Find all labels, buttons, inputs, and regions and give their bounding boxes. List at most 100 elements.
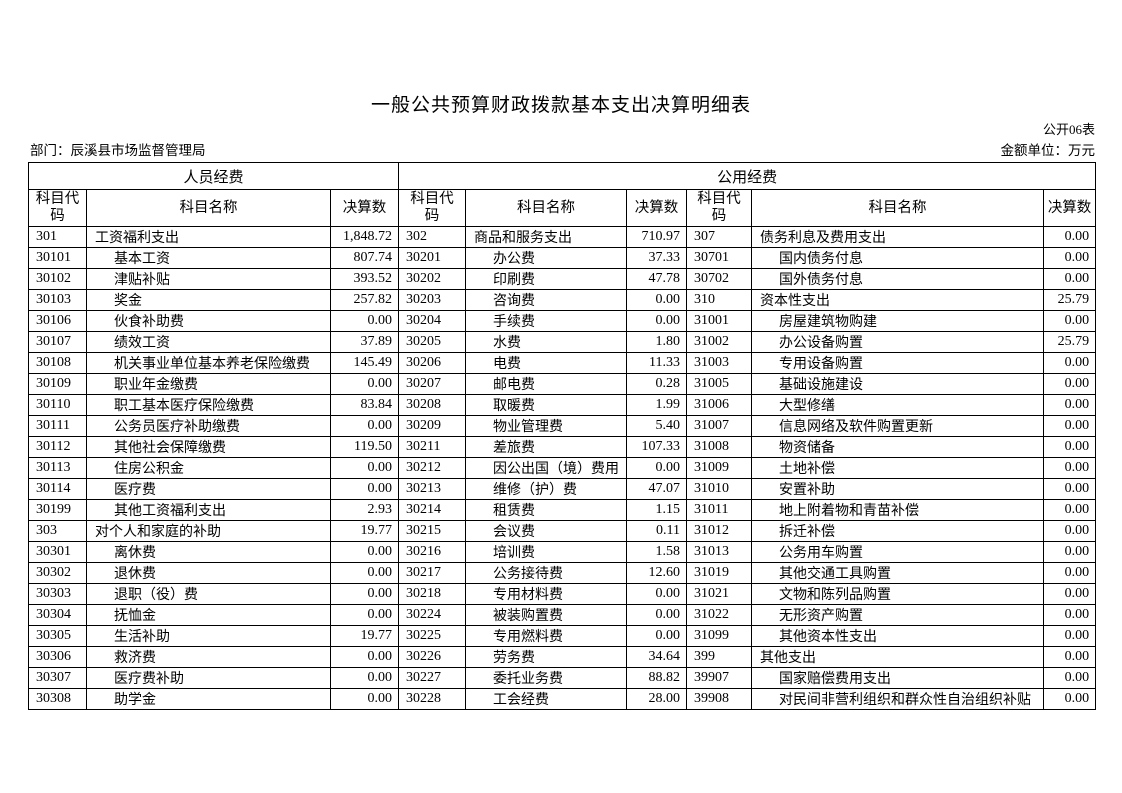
amount-cell: 393.52 [329,268,400,290]
subject-code-cell: 30308 [28,688,87,710]
subject-code-cell: 30228 [398,688,467,710]
subject-name-cell: 生活补助 [86,625,331,647]
table-row: 30113 住房公积金 0.00 30212 因公出国（境）费用 0.00 31009 土地补… [28,457,1097,479]
subject-code-cell: 30203 [398,289,467,311]
subject-name-cell: 基础设施建设 [751,373,1045,395]
subject-name-cell: 无形资产购置 [751,604,1045,626]
table-row: 30107 绩效工资 37.89 30205 水费 1.80 31002 办公设备购置 25.7… [28,331,1097,353]
subject-name-cell: 水费 [465,331,628,353]
subject-name-cell: 职工基本医疗保险缴费 [86,394,331,416]
amount-cell: 28.00 [626,688,688,710]
amount-cell: 0.00 [1043,583,1097,605]
amount-cell: 0.00 [329,310,400,332]
subject-code-cell: 302 [398,226,467,248]
subject-name-cell: 商品和服务支出 [465,226,628,248]
subject-name-cell: 信息网络及软件购置更新 [751,415,1045,437]
amount-cell: 257.82 [329,289,400,311]
subject-code-cell: 310 [686,289,753,311]
subject-code-cell: 30212 [398,457,467,479]
subject-name-cell: 物资储备 [751,436,1045,458]
subject-code-cell: 30305 [28,625,87,647]
subject-code-cell: 30215 [398,520,467,542]
subject-name-cell: 取暖费 [465,394,628,416]
budget-table: 人员经费 公用经费 科目代码 科目名称 决算数 科目代码 科目名称 决算数 科目… [27,162,1097,710]
amount-cell: 0.00 [626,310,688,332]
subject-name-cell: 专用燃料费 [465,625,628,647]
subject-name-cell: 资本性支出 [751,289,1045,311]
subject-code-cell: 31021 [686,583,753,605]
amount-cell: 0.00 [329,541,400,563]
amount-cell: 1.80 [626,331,688,353]
col-header-name-1: 科目名称 [86,189,331,227]
subject-code-cell: 31010 [686,478,753,500]
subject-code-cell: 31099 [686,625,753,647]
subject-code-cell: 30208 [398,394,467,416]
subject-code-cell: 30702 [686,268,753,290]
subject-name-cell: 抚恤金 [86,604,331,626]
subject-name-cell: 退职（役）费 [86,583,331,605]
col-header-code-2: 科目代码 [398,189,467,227]
table-row: 30199 其他工资福利支出 2.93 30214 租赁费 1.15 31011 地上附着物和… [28,499,1097,521]
subject-code-cell: 30224 [398,604,467,626]
subject-code-cell: 30205 [398,331,467,353]
amount-cell: 0.00 [1043,562,1097,584]
subject-code-cell: 30306 [28,646,87,668]
subject-code-cell: 30304 [28,604,87,626]
amount-cell: 0.00 [1043,415,1097,437]
section-header-row: 人员经费 公用经费 [27,162,1097,190]
amount-cell: 0.00 [1043,268,1097,290]
subject-code-cell: 30701 [686,247,753,269]
department: 部门：辰溪县市场监督管理局 [30,139,206,159]
subject-code-cell: 30111 [28,415,87,437]
subject-code-cell: 30107 [28,331,87,353]
subject-code-cell: 31011 [686,499,753,521]
amount-cell: 11.33 [626,352,688,374]
amount-cell: 0.00 [626,625,688,647]
amount-cell: 37.33 [626,247,688,269]
subject-code-cell: 30227 [398,667,467,689]
amount-cell: 0.00 [1043,499,1097,521]
subject-code-cell: 30302 [28,562,87,584]
section-header-public: 公用经费 [398,162,1097,190]
table-row: 30303 退职（役）费 0.00 30218 专用材料费 0.00 31021 文物和陈列品… [28,583,1097,605]
subject-code-cell: 30204 [398,310,467,332]
subject-code-cell: 30108 [28,352,87,374]
amount-cell: 0.00 [1043,247,1097,269]
amount-cell: 2.93 [329,499,400,521]
table-row: 303 对个人和家庭的补助 19.77 30215 会议费 0.11 31012 拆迁补偿 0.… [28,520,1097,542]
subject-name-cell: 手续费 [465,310,628,332]
subject-code-cell: 31019 [686,562,753,584]
subject-name-cell: 劳务费 [465,646,628,668]
subject-name-cell: 安置补助 [751,478,1045,500]
subject-name-cell: 公务用车购置 [751,541,1045,563]
subject-name-cell: 土地补偿 [751,457,1045,479]
subject-code-cell: 30209 [398,415,467,437]
subject-name-cell: 文物和陈列品购置 [751,583,1045,605]
amount-cell: 25.79 [1043,289,1097,311]
amount-cell: 0.00 [329,562,400,584]
subject-name-cell: 专用材料费 [465,583,628,605]
amount-cell: 0.00 [626,583,688,605]
amount-cell: 1.58 [626,541,688,563]
subject-name-cell: 其他工资福利支出 [86,499,331,521]
amount-cell: 0.00 [329,604,400,626]
amount-cell: 0.00 [1043,625,1097,647]
subject-name-cell: 救济费 [86,646,331,668]
table-row: 30101 基本工资 807.74 30201 办公费 37.33 30701 国内债务付息 0… [28,247,1097,269]
subject-code-cell: 30199 [28,499,87,521]
subject-code-cell: 31012 [686,520,753,542]
subject-name-cell: 委托业务费 [465,667,628,689]
subject-name-cell: 国家赔偿费用支出 [751,667,1045,689]
subject-code-cell: 30206 [398,352,467,374]
subject-code-cell: 30226 [398,646,467,668]
subject-code-cell: 303 [28,520,87,542]
table-row: 30307 医疗费补助 0.00 30227 委托业务费 88.82 39907 国家赔偿费用… [28,667,1097,689]
subject-code-cell: 30225 [398,625,467,647]
subject-code-cell: 30106 [28,310,87,332]
table-number: 公开06表 [1042,122,1095,137]
subject-code-cell: 39907 [686,667,753,689]
amount-cell: 88.82 [626,667,688,689]
amount-cell: 19.77 [329,520,400,542]
subject-code-cell: 399 [686,646,753,668]
subject-name-cell: 培训费 [465,541,628,563]
